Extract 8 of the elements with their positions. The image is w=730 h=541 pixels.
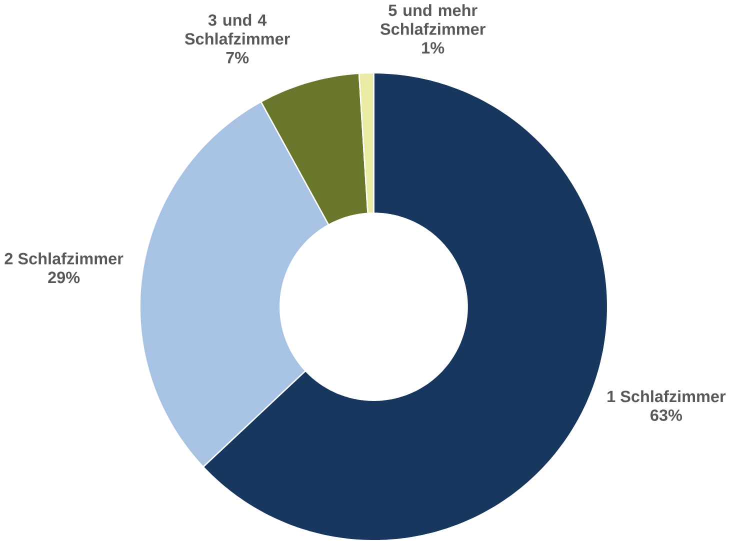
data-label: 1% xyxy=(422,42,444,54)
data-label: 63% xyxy=(650,409,682,421)
data-label: 7% xyxy=(226,52,249,64)
slice-label: 3 und 4 Schlafzimmer xyxy=(184,14,290,44)
data-label: 29% xyxy=(48,272,80,284)
slice-label: 5 und mehr Schlafzimmer xyxy=(380,4,486,35)
slice-label: 2 Schlafzimmer xyxy=(4,252,124,264)
slice-label: 1 Schlafzimmer xyxy=(608,390,726,402)
